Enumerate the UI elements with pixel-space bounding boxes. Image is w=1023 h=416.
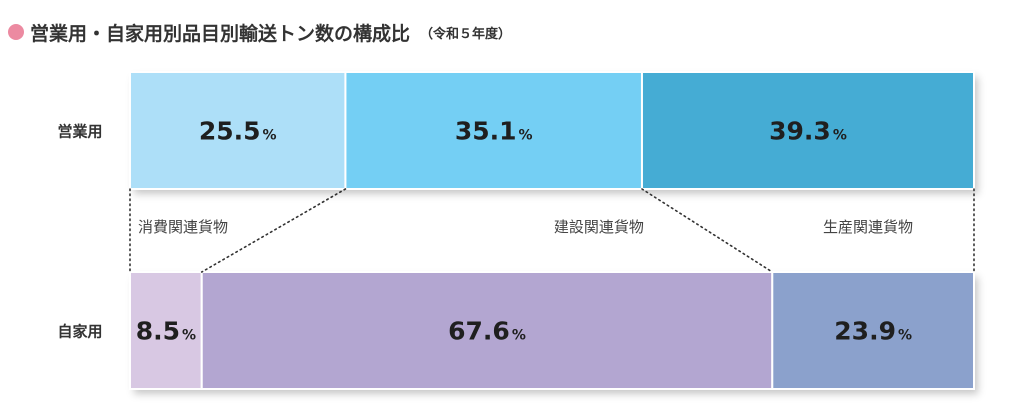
data-label: 25.5% <box>199 117 277 146</box>
title-subtitle: （令和５年度） <box>420 26 512 42</box>
data-label: 39.3% <box>769 117 847 146</box>
data-label: 35.1% <box>455 117 533 146</box>
bar-segment <box>771 271 975 390</box>
chart-title: 営業用・自家用別品目別輸送トン数の構成比 （令和５年度） <box>8 18 511 46</box>
bar-segment <box>344 71 643 190</box>
bar-segment <box>200 271 774 390</box>
data-label: 67.6% <box>448 317 526 346</box>
bullet-icon <box>8 24 24 40</box>
bar-segment <box>640 71 975 190</box>
series-label: 建設関連貨物 <box>554 218 644 236</box>
row-label: 営業用 <box>57 123 102 141</box>
bar-segment <box>129 271 203 390</box>
row-label: 自家用 <box>57 323 102 341</box>
bar-segment <box>129 71 347 190</box>
data-label: 23.9% <box>834 317 912 346</box>
series-label: 生産関連貨物 <box>823 218 913 236</box>
series-label: 消費関連貨物 <box>138 218 228 236</box>
connector-line <box>641 188 774 273</box>
data-label: 8.5% <box>136 317 196 346</box>
title-text: 営業用・自家用別品目別輸送トン数の構成比 <box>30 22 411 45</box>
